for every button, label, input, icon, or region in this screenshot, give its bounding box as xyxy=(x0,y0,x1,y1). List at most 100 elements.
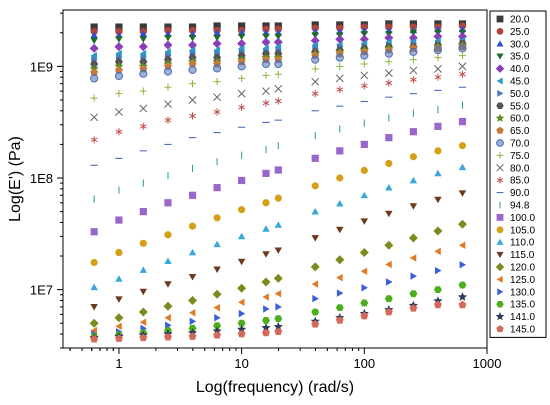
data-point xyxy=(115,23,123,31)
data-point xyxy=(90,113,99,122)
data-point xyxy=(458,44,467,53)
data-point xyxy=(214,314,221,322)
data-point xyxy=(212,289,222,299)
legend-marker xyxy=(495,113,505,122)
data-point xyxy=(310,262,320,272)
data-point xyxy=(188,59,197,68)
data-point xyxy=(238,74,246,83)
data-point xyxy=(336,289,344,297)
series-130.0 xyxy=(91,261,467,338)
data-point xyxy=(213,78,221,86)
data-point xyxy=(139,87,147,95)
data-point xyxy=(274,166,282,174)
data-point xyxy=(164,281,172,288)
data-point xyxy=(433,226,443,236)
data-point xyxy=(213,240,221,248)
legend-label: 80.0 xyxy=(510,163,530,174)
data-point xyxy=(274,327,283,336)
data-point xyxy=(409,176,418,184)
legend-label: 50.0 xyxy=(510,89,530,100)
data-point xyxy=(433,45,443,55)
data-point xyxy=(139,49,147,58)
data-point xyxy=(115,90,123,98)
data-point xyxy=(237,324,247,334)
data-point xyxy=(336,62,344,70)
series-80.0 xyxy=(90,62,467,122)
data-point xyxy=(311,77,320,86)
series-125.0 xyxy=(90,241,466,335)
data-point xyxy=(336,199,344,207)
data-point xyxy=(213,93,222,102)
data-point xyxy=(360,31,369,38)
data-point xyxy=(433,300,442,309)
data-point xyxy=(115,322,122,330)
data-point xyxy=(115,248,123,257)
legend-label: 105.0 xyxy=(510,225,535,236)
data-point xyxy=(458,300,467,309)
legend-label: 130.0 xyxy=(510,287,535,298)
data-point xyxy=(90,23,98,31)
data-point xyxy=(274,315,283,323)
data-point xyxy=(164,48,171,56)
data-point xyxy=(188,191,197,199)
data-point xyxy=(434,73,442,81)
data-point xyxy=(114,71,124,81)
data-point xyxy=(262,199,270,207)
data-point xyxy=(164,116,172,124)
data-point xyxy=(409,47,418,56)
data-point xyxy=(409,304,418,312)
data-point xyxy=(435,266,442,275)
y-tick-label: 1E7 xyxy=(30,283,53,298)
data-point xyxy=(261,277,271,287)
legend-label: 70.0 xyxy=(510,139,530,150)
data-point xyxy=(189,112,196,120)
data-point xyxy=(164,333,172,341)
data-point xyxy=(335,74,344,83)
data-point xyxy=(335,316,344,324)
data-point xyxy=(164,62,172,70)
data-point xyxy=(213,108,221,116)
data-point xyxy=(139,318,147,327)
data-point xyxy=(139,266,148,273)
data-point xyxy=(115,275,123,282)
data-point xyxy=(311,320,320,328)
data-point xyxy=(458,142,467,150)
data-point xyxy=(384,69,393,78)
data-point xyxy=(90,326,98,335)
data-point xyxy=(311,154,319,162)
data-point xyxy=(90,94,98,102)
legend-marker xyxy=(496,53,504,60)
legend-label: 125.0 xyxy=(510,275,535,286)
data-point xyxy=(274,33,283,41)
data-point xyxy=(311,308,320,316)
data-point xyxy=(458,281,467,289)
data-point xyxy=(336,174,344,182)
series-105.0 xyxy=(90,142,467,267)
data-point xyxy=(138,307,148,317)
data-point xyxy=(384,240,394,250)
data-point xyxy=(336,147,344,155)
legend-marker xyxy=(496,28,504,35)
data-point xyxy=(385,184,393,191)
legend-marker xyxy=(497,288,504,296)
legend-label: 145.0 xyxy=(510,325,535,336)
data-point xyxy=(385,260,392,269)
data-point xyxy=(212,39,222,49)
data-point xyxy=(213,303,220,312)
data-point xyxy=(274,97,282,105)
legend-marker xyxy=(496,275,503,283)
data-point xyxy=(139,30,148,37)
data-point xyxy=(262,316,270,324)
data-point xyxy=(336,273,343,282)
data-point xyxy=(263,305,270,313)
legend-marker xyxy=(496,152,504,159)
x-tick-label: 1000 xyxy=(473,356,502,371)
data-point xyxy=(188,274,197,281)
data-point xyxy=(165,321,172,329)
legend-marker xyxy=(496,214,504,221)
data-point xyxy=(434,196,442,204)
data-point xyxy=(139,122,147,130)
data-point xyxy=(262,71,270,80)
data-point xyxy=(212,64,222,73)
